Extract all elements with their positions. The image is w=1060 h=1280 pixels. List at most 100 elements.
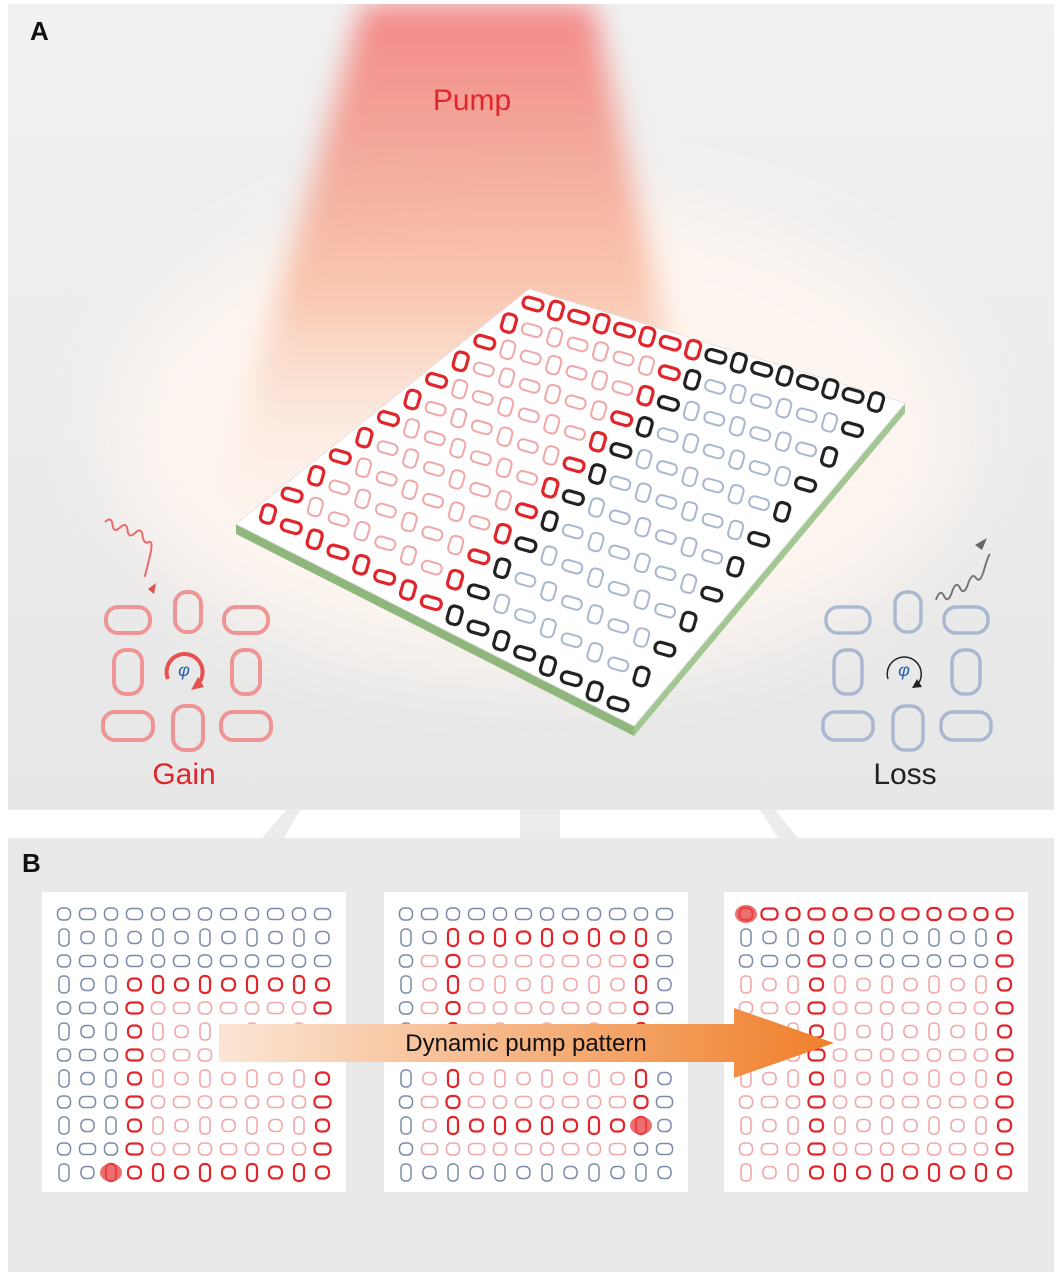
gain-edge-ring: [901, 907, 920, 921]
loss-edge-ring: [585, 680, 604, 703]
loss-bulk-ring: [775, 397, 793, 419]
panel-connector: [262, 810, 798, 838]
loss-ring: [80, 1165, 95, 1180]
loss-edge-ring: [538, 655, 558, 677]
loss-ring: [760, 954, 779, 968]
gain-bulk-ring: [608, 1095, 627, 1109]
gain-bulk-ring: [832, 1001, 848, 1015]
gain-bulk-ring: [246, 1116, 258, 1135]
gain-edge-ring: [995, 1095, 1014, 1109]
gain-bulk-ring: [948, 1142, 967, 1156]
gain-bulk-ring: [879, 1142, 895, 1156]
gain-edge-ring: [948, 907, 967, 921]
loss-ring: [514, 907, 533, 921]
loss-ring: [266, 907, 285, 921]
loss-edge-ring: [635, 416, 654, 438]
gain-bulk-ring: [469, 1071, 484, 1086]
gain-bulk-ring: [926, 1001, 942, 1015]
gain-edge-ring: [996, 1071, 1013, 1086]
gain-bulk-ring: [374, 502, 397, 519]
loss-edge-ring: [466, 619, 490, 637]
loss-edge-ring: [726, 555, 745, 578]
gain-bulk-ring: [516, 977, 531, 992]
gain-edge-ring: [996, 1024, 1013, 1039]
loss-ring: [105, 975, 117, 994]
gain-bulk-ring: [881, 1116, 893, 1135]
loss-bulk-ring: [749, 426, 772, 442]
loss-ring: [78, 1142, 97, 1156]
gain-bulk-ring: [856, 1071, 871, 1086]
gain-edge-ring: [446, 974, 460, 995]
loss-ring: [903, 930, 918, 945]
gain-edge-ring: [832, 906, 848, 922]
loss-ring: [561, 907, 580, 921]
gain-edge-ring: [808, 1165, 825, 1180]
loss-ring: [879, 954, 895, 968]
loss-ring: [78, 1001, 97, 1015]
gain-bulk-ring: [219, 1142, 238, 1156]
gain-edge-ring: [879, 906, 895, 922]
gain-edge-ring: [125, 1048, 144, 1062]
loss-bulk-ring: [634, 516, 652, 538]
loss-ring: [633, 1142, 649, 1156]
gain-bulk-ring: [588, 1069, 600, 1088]
loss-bulk-ring: [561, 523, 584, 540]
loss-edge-ring: [704, 347, 728, 365]
gain-bulk-ring: [901, 1001, 920, 1015]
inset-ring: [832, 648, 864, 696]
gain-circulation-arrow-icon: [164, 652, 205, 686]
loss-bulk-ring: [493, 593, 511, 615]
loss-ring: [58, 928, 70, 947]
gain-edge-ring: [245, 974, 259, 995]
gain-edge-ring: [514, 502, 539, 520]
loss-edge-ring: [540, 510, 559, 532]
gain-bulk-ring: [291, 1001, 307, 1015]
loss-ring: [398, 1142, 414, 1156]
loss-ring: [80, 1024, 95, 1039]
gain-edge-ring: [220, 1165, 237, 1180]
gain-edge-ring: [902, 1165, 919, 1180]
gain-edge-ring: [446, 1068, 460, 1089]
gain-edge-ring: [562, 1118, 579, 1133]
loss-bulk-ring: [681, 466, 699, 488]
loss-bulk-ring: [748, 460, 771, 476]
loss-ring: [313, 907, 332, 921]
gain-bulk-ring: [565, 364, 588, 381]
loss-ring: [541, 1163, 553, 1182]
gain-bulk-ring: [787, 1069, 799, 1088]
gain-bulk-ring: [424, 400, 447, 417]
loss-bulk-ring: [701, 548, 724, 565]
gain-bulk-ring: [400, 511, 418, 533]
loss-ring: [56, 1048, 72, 1062]
loss-ring: [152, 928, 164, 947]
gain-edge-ring: [314, 1165, 331, 1180]
loss-bulk-ring: [608, 544, 631, 561]
gain-bulk-ring: [973, 1142, 989, 1156]
loss-bulk-ring: [586, 567, 605, 588]
gain-bulk-ring: [948, 1095, 967, 1109]
loss-ring: [926, 954, 942, 968]
loss-ring: [103, 1095, 119, 1109]
loss-edge-ring: [866, 391, 886, 413]
gain-edge-ring: [493, 522, 512, 545]
gain-edge-ring: [467, 548, 491, 566]
gain-bulk-ring: [973, 1048, 989, 1062]
gain-edge-ring: [326, 543, 350, 561]
loss-edge-ring: [775, 365, 794, 387]
loss-ring: [400, 1069, 412, 1088]
loss-bulk-ring: [655, 494, 678, 510]
dynamic-pump-arrow: [219, 1008, 834, 1078]
gain-edge-ring: [949, 1165, 966, 1180]
gain-bulk-ring: [854, 1048, 873, 1062]
loss-ring: [291, 954, 307, 968]
gain-bulk-ring: [150, 1142, 166, 1156]
gain-edge-ring: [280, 486, 304, 504]
gain-bulk-ring: [738, 1142, 754, 1156]
loss-ring: [948, 954, 967, 968]
loss-ring: [313, 954, 332, 968]
loss-bulk-ring: [560, 632, 583, 649]
gain-bulk-ring: [787, 975, 799, 994]
loss-ring: [516, 1165, 531, 1180]
gain-bulk-ring: [928, 975, 940, 994]
gain-bulk-ring: [543, 413, 561, 435]
